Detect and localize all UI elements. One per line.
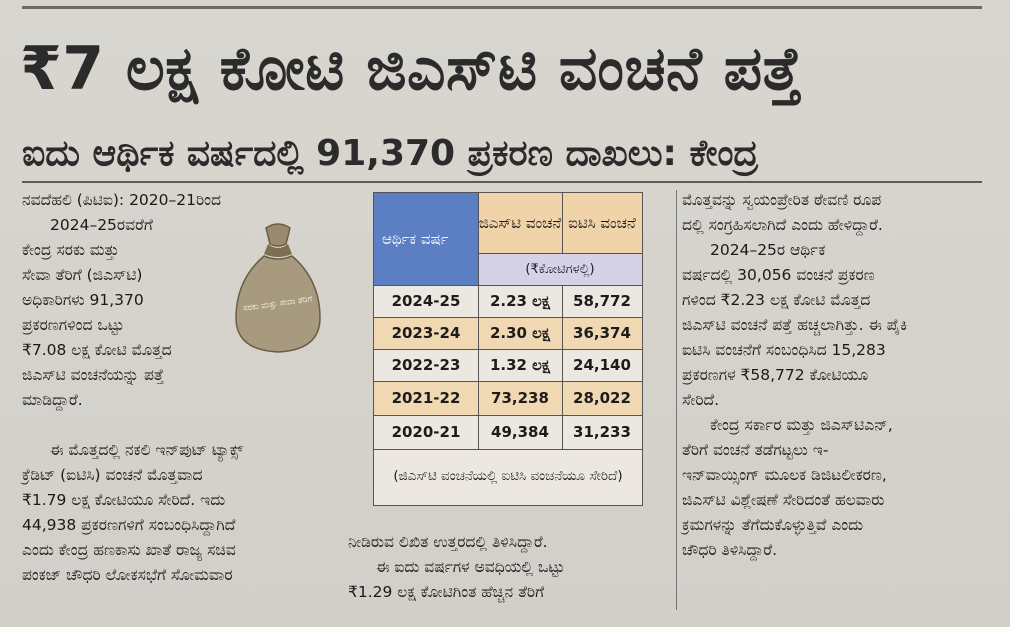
table-cell-year: 2021-22 (374, 381, 478, 415)
col3-line: ಗಳಿಂದ ₹2.23 ಲಕ್ಷ ಕೋಟಿ ಮೊತ್ತದ (682, 291, 871, 309)
table-cell-itc: 28,022 (562, 381, 642, 415)
table-cell-gst: 2.30 ಲಕ್ಷ (478, 317, 562, 349)
col1-line: ಕ್ರೆಡಿಟ್ (ಐಟಿಸಿ) ವಂಚನೆ ಮೊತ್ತವಾದ (22, 466, 203, 484)
col3-line: ಐಟಿಸಿ ವಂಚನೆಗೆ ಸಂಬಂಧಿಸಿದ 15,283 (682, 341, 886, 359)
col3-line: ವರ್ಷದಲ್ಲಿ 30,056 ವಂಚನೆ ಪ್ರಕರಣ (682, 266, 875, 284)
table-grid-line (562, 285, 564, 449)
col3-line: ಜಿಎಸ್‌ಟಿ ವಂಚನೆ ಪತ್ತೆ ಹಚ್ಚಲಾಗಿತ್ತು. ಈ ಪೈಕ… (682, 316, 908, 334)
table-grid-line (374, 285, 642, 287)
subheadline: ಐದು ಆರ್ಥಿಕ ವರ್ಷದಲ್ಲಿ 91,370 ಪ್ರಕರಣ ದಾಖಲು… (22, 133, 759, 174)
col3-line: ಜಿಎಸ್‌ಟಿ ವಿಶ್ಲೇಷಣೆ ಸೇರಿದಂತೆ ಹಲವಾರು (682, 491, 885, 509)
col1-line: ನವದೆಹಲಿ (ಪಿಟಿಐ): 2020–21ರಿಂದ (22, 191, 222, 209)
table-cell-gst: 49,384 (478, 415, 562, 449)
table-grid-line (374, 415, 642, 417)
headline: ₹7 ಲಕ್ಷ ಕೋಟಿ ಜಿಎಸ್‌ಟಿ ವಂಚನೆ ಪತ್ತೆ (20, 34, 803, 104)
col3-line: ದಲ್ಲಿ ಸಂಗ್ರಹಿಸಲಾಗಿದೆ ಎಂದು ಹೇಳಿದ್ದಾರೆ. (682, 216, 883, 234)
article-column-3: ಮೊತ್ತವನ್ನು ಸ್ವಯಂಪ್ರೇರಿತ ಠೇವಣಿ ರೂಪ ದಲ್ಲಿ … (682, 188, 992, 563)
subhead-rule (22, 181, 982, 183)
article-column-1: ನವದೆಹಲಿ (ಪಿಟಿಐ): 2020–21ರಿಂದ 2024–25ರವರೆ… (22, 188, 322, 413)
col1-line: 2024–25ರವರೆಗೆ (50, 216, 153, 234)
table-cell-year: 2023-24 (374, 317, 478, 349)
table-cell-gst: 73,238 (478, 381, 562, 415)
table-grid-line (562, 193, 564, 253)
col1-line: ಜಿಎಸ್‌ಟಿ ವಂಚನೆಯನ್ನು ಪತ್ತೆ (22, 366, 165, 384)
col3-line: ಪ್ರಕರಣಗಳ ₹58,772 ಕೋಟಿಯೂ (682, 366, 869, 384)
table-cell-year: 2022-23 (374, 349, 478, 381)
col2-line: ₹1.29 ಲಕ್ಷ ಕೋಟಿಗಿಂತ ಹೆಚ್ಚಿನ ತೆರಿಗೆ (348, 583, 545, 601)
table-header-itc: ಐಟಿಸಿ ವಂಚನೆ (562, 193, 642, 253)
table-grid-line (374, 317, 642, 319)
col1-line: ಮಾಡಿದ್ದಾರೆ. (22, 391, 83, 409)
col3-line: 2024–25ರ ಆರ್ಥಿಕ (710, 241, 826, 259)
column-divider (676, 190, 677, 610)
table-cell-gst: 2.23 ಲಕ್ಷ (478, 285, 562, 317)
col1-line: ಸೇವಾ ತೆರಿಗೆ (ಜಿಎಸ್‌ಟಿ) (22, 266, 143, 284)
table-grid-line (478, 253, 642, 255)
table-cell-itc: 58,772 (562, 285, 642, 317)
table-header-year: ಆರ್ಥಿಕ ವರ್ಷ (374, 193, 478, 285)
col3-line: ತೆರಿಗೆ ವಂಚನೆ ತಡೆಗಟ್ಟಲು ಇ- (682, 441, 829, 459)
col1-line: ಈ ಮೊತ್ತದಲ್ಲಿ ನಕಲಿ ಇನ್‌ಪುಟ್ ಟ್ಯಾಕ್ಸ್ (50, 441, 244, 459)
article-column-2: ನೀಡಿರುವ ಲಿಖಿತ ಉತ್ತರದಲ್ಲಿ ತಿಳಿಸಿದ್ದಾರೆ. ಈ… (348, 530, 670, 605)
col3-line: ಚೌಧರಿ ತಿಳಿಸಿದ್ದಾರೆ. (682, 541, 778, 559)
col1-line: ₹7.08 ಲಕ್ಷ ಕೋಟಿ ಮೊತ್ತದ (22, 341, 172, 359)
table-grid-line (374, 349, 642, 351)
table-grid-line (374, 381, 642, 383)
col3-line: ಕ್ರಮಗಳನ್ನು ತೆಗೆದುಕೊಳ್ಳುತ್ತಿವೆ ಎಂದು (682, 516, 864, 534)
money-bag-icon: ಸರಕು ಮತ್ತು ಸೇವಾ ತೆರಿಗೆ (235, 223, 321, 353)
table-footnote: (ಜಿಎಸ್‌ಟಿ ವಂಚನೆಯಲ್ಲಿ ಐಟಿಸಿ ವಂಚನೆಯೂ ಸೇರಿದ… (374, 449, 642, 503)
money-bag-illustration: ಸರಕು ಮತ್ತು ಸೇವಾ ತೆರಿಗೆ (228, 218, 328, 358)
table-header-gst: ಜಿಎಸ್‌ಟಿ ವಂಚನೆ (478, 193, 562, 253)
table-grid-line (478, 193, 480, 449)
col1-line: ₹1.79 ಲಕ್ಷ ಕೋಟಿಯೂ ಸೇರಿದೆ. ಇದು (22, 491, 226, 509)
col3-line: ಕೇಂದ್ರ ಸರ್ಕಾರ ಮತ್ತು ಜಿಎಸ್‌ಟಿಎನ್, (710, 416, 893, 434)
col2-line: ನೀಡಿರುವ ಲಿಖಿತ ಉತ್ತರದಲ್ಲಿ ತಿಳಿಸಿದ್ದಾರೆ. (348, 533, 548, 551)
gst-fraud-table: ಆರ್ಥಿಕ ವರ್ಷ ಜಿಎಸ್‌ಟಿ ವಂಚನೆ ಐಟಿಸಿ ವಂಚನೆ (… (373, 192, 643, 506)
col2-line: ಈ ಐದು ವರ್ಷಗಳ ಅವಧಿಯಲ್ಲಿ ಒಟ್ಟು (376, 558, 565, 576)
table-cell-gst: 1.32 ಲಕ್ಷ (478, 349, 562, 381)
col3-line: ಮೊತ್ತವನ್ನು ಸ್ವಯಂಪ್ರೇರಿತ ಠೇವಣಿ ರೂಪ (682, 191, 882, 209)
table-cell-itc: 24,140 (562, 349, 642, 381)
article-column-1-continued: ಈ ಮೊತ್ತದಲ್ಲಿ ನಕಲಿ ಇನ್‌ಪುಟ್ ಟ್ಯಾಕ್ಸ್ ಕ್ರೆ… (22, 438, 342, 588)
table-grid-line (374, 449, 642, 451)
table-cell-itc: 31,233 (562, 415, 642, 449)
top-rule (22, 6, 982, 9)
col1-line: ಪಂಕಜ್ ಚೌಧರಿ ಲೋಕಸಭೆಗೆ ಸೋಮವಾರ (22, 566, 233, 584)
col1-line: ಪ್ರಕರಣಗಳಿಂದ ಒಟ್ಟು (22, 316, 125, 334)
table-cell-itc: 36,374 (562, 317, 642, 349)
col3-line: ಸೇರಿದೆ. (682, 391, 720, 409)
table-cell-year: 2024-25 (374, 285, 478, 317)
col1-line: ಎಂದು ಕೇಂದ್ರ ಹಣಕಾಸು ಖಾತೆ ರಾಜ್ಯ ಸಚಿವ (22, 541, 236, 559)
col1-line: ಕೇಂದ್ರ ಸರಕು ಮತ್ತು (22, 241, 120, 259)
table-cell-year: 2020-21 (374, 415, 478, 449)
col1-line: ಅಧಿಕಾರಿಗಳು 91,370 (22, 291, 144, 309)
table-unit-label: (₹ಕೋಟಿಗಳಲ್ಲಿ) (478, 253, 642, 285)
col1-line: 44,938 ಪ್ರಕರಣಗಳಿಗೆ ಸಂಬಂಧಿಸಿದ್ದಾಗಿದೆ (22, 516, 236, 534)
col3-line: ಇನ್‌ವಾಯ್ಸಿಂಗ್ ಮೂಲಕ ಡಿಜಿಟಲೀಕರಣ, (682, 466, 887, 484)
